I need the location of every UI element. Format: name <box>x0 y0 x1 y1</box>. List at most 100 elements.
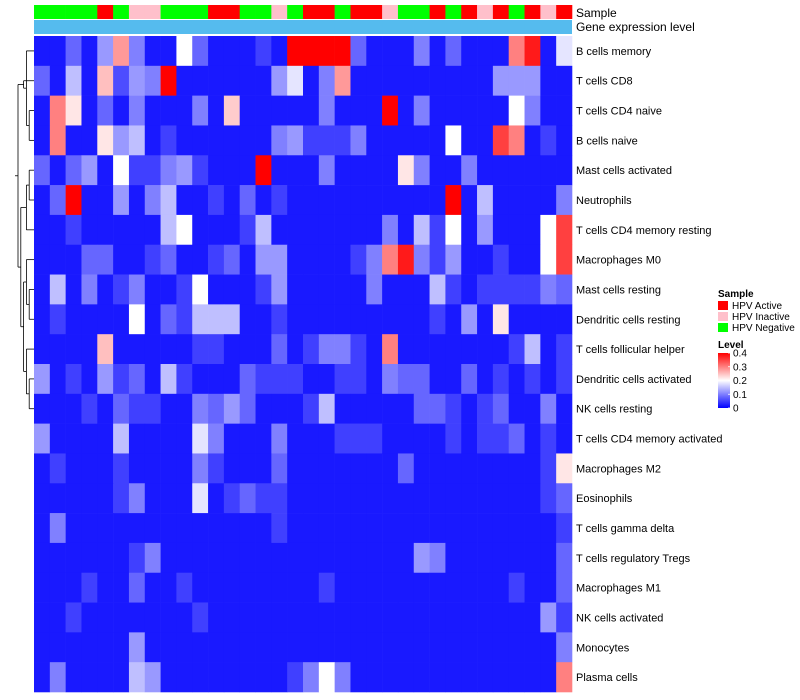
heatmap-cell <box>128 602 146 633</box>
heatmap-cell <box>128 483 146 514</box>
heatmap-cell <box>366 65 383 96</box>
heatmap-cell <box>176 364 193 395</box>
heatmap-cell <box>128 214 146 246</box>
heatmap-cell <box>176 214 193 246</box>
heatmap-cell <box>492 125 510 156</box>
sample-legend-swatch <box>718 323 728 332</box>
heatmap-cell <box>255 95 272 126</box>
heatmap-cell <box>524 662 541 693</box>
heatmap-cell <box>160 632 177 663</box>
heatmap-cell <box>113 65 130 96</box>
heatmap-cell <box>271 95 288 126</box>
heatmap-cell <box>128 364 146 395</box>
heatmap-cell <box>144 274 161 305</box>
heatmap-cell <box>477 632 494 663</box>
heatmap-cell <box>334 572 351 603</box>
heatmap-cell <box>208 185 225 216</box>
heatmap-cell <box>271 244 288 275</box>
heatmap-cell <box>160 95 177 126</box>
heatmap-cell <box>128 304 146 335</box>
heatmap-cell <box>176 36 193 67</box>
heatmap-cell <box>271 483 288 514</box>
sample-annotation-cell <box>508 5 525 19</box>
sample-legend-label: HPV Inactive <box>732 312 790 323</box>
heatmap-cell <box>49 244 66 275</box>
heatmap-cell <box>239 214 256 246</box>
heatmap-cell <box>271 125 288 156</box>
heatmap-cell <box>287 36 304 67</box>
heatmap-cell <box>81 155 98 186</box>
heatmap-cell <box>508 274 525 305</box>
sample-legend-title: Sample <box>718 289 754 300</box>
heatmap-cell <box>445 334 462 365</box>
heatmap-cell <box>144 214 161 246</box>
heatmap-cell <box>97 542 114 574</box>
heatmap-cell <box>461 662 478 693</box>
heatmap-cell <box>65 513 82 544</box>
heatmap-cell <box>334 125 351 156</box>
heatmap-cell <box>208 423 225 454</box>
heatmap-cell <box>271 662 288 693</box>
heatmap-cell <box>176 513 193 544</box>
heatmap-cell <box>461 423 478 454</box>
heatmap-cell <box>113 214 130 246</box>
heatmap-cell <box>524 244 541 275</box>
heatmap-cell <box>223 423 241 454</box>
heatmap-cell <box>160 453 177 484</box>
heatmap-cell <box>192 155 209 186</box>
heatmap-cell <box>508 185 525 216</box>
heatmap-cell <box>176 274 193 305</box>
heatmap-cell <box>556 185 573 216</box>
heatmap-cell <box>239 423 256 454</box>
row-label: NK cells activated <box>576 612 663 624</box>
heatmap-cell <box>223 185 241 216</box>
heatmap-cell <box>445 185 462 216</box>
heatmap-cell <box>239 334 256 365</box>
heatmap-cell <box>81 125 98 156</box>
heatmap-cell <box>350 36 367 67</box>
heatmap-cell <box>492 453 510 484</box>
heatmap-cell <box>334 393 351 424</box>
heatmap-cell <box>524 364 541 395</box>
heatmap-cell <box>65 65 82 96</box>
heatmap-cell <box>508 364 525 395</box>
heatmap-cell <box>81 65 98 96</box>
heatmap-cell <box>113 393 130 424</box>
heatmap-cell <box>382 334 399 365</box>
heatmap-cell <box>192 304 209 335</box>
heatmap-cell <box>97 632 114 663</box>
heatmap-cell <box>113 125 130 156</box>
heatmap-cell <box>49 453 66 484</box>
heatmap-cell <box>81 602 98 633</box>
heatmap-cell <box>429 304 446 335</box>
heatmap-cell <box>160 423 177 454</box>
heatmap-cell <box>318 513 335 544</box>
heatmap-cell <box>239 95 256 126</box>
heatmap-cell <box>477 155 494 186</box>
heatmap-cell <box>397 304 415 335</box>
heatmap-cell <box>382 542 399 574</box>
heatmap-cell <box>461 453 478 484</box>
heatmap-cell <box>461 513 478 544</box>
sample-annotation-cell <box>128 5 146 19</box>
sample-annotation-cell <box>350 5 367 19</box>
heatmap-cell <box>382 185 399 216</box>
row-labels: B cells memory T cells CD8 T cells CD4 nai… <box>576 46 723 684</box>
heatmap-cell <box>382 423 399 454</box>
heatmap-cell <box>223 364 241 395</box>
heatmap-cell <box>556 65 573 96</box>
heatmap-cell <box>477 364 494 395</box>
heatmap-cell <box>97 572 114 603</box>
heatmap-cell <box>113 423 130 454</box>
sample-annotation-cell <box>49 5 66 19</box>
heatmap-cell <box>208 125 225 156</box>
heatmap-cell <box>477 334 494 365</box>
heatmap-cell <box>461 334 478 365</box>
heatmap-cell <box>255 364 272 395</box>
heatmap-cell <box>318 185 335 216</box>
heatmap-cell <box>508 542 525 574</box>
heatmap-cell <box>445 274 462 305</box>
heatmap-cell <box>556 274 573 305</box>
heatmap-cell <box>445 304 462 335</box>
